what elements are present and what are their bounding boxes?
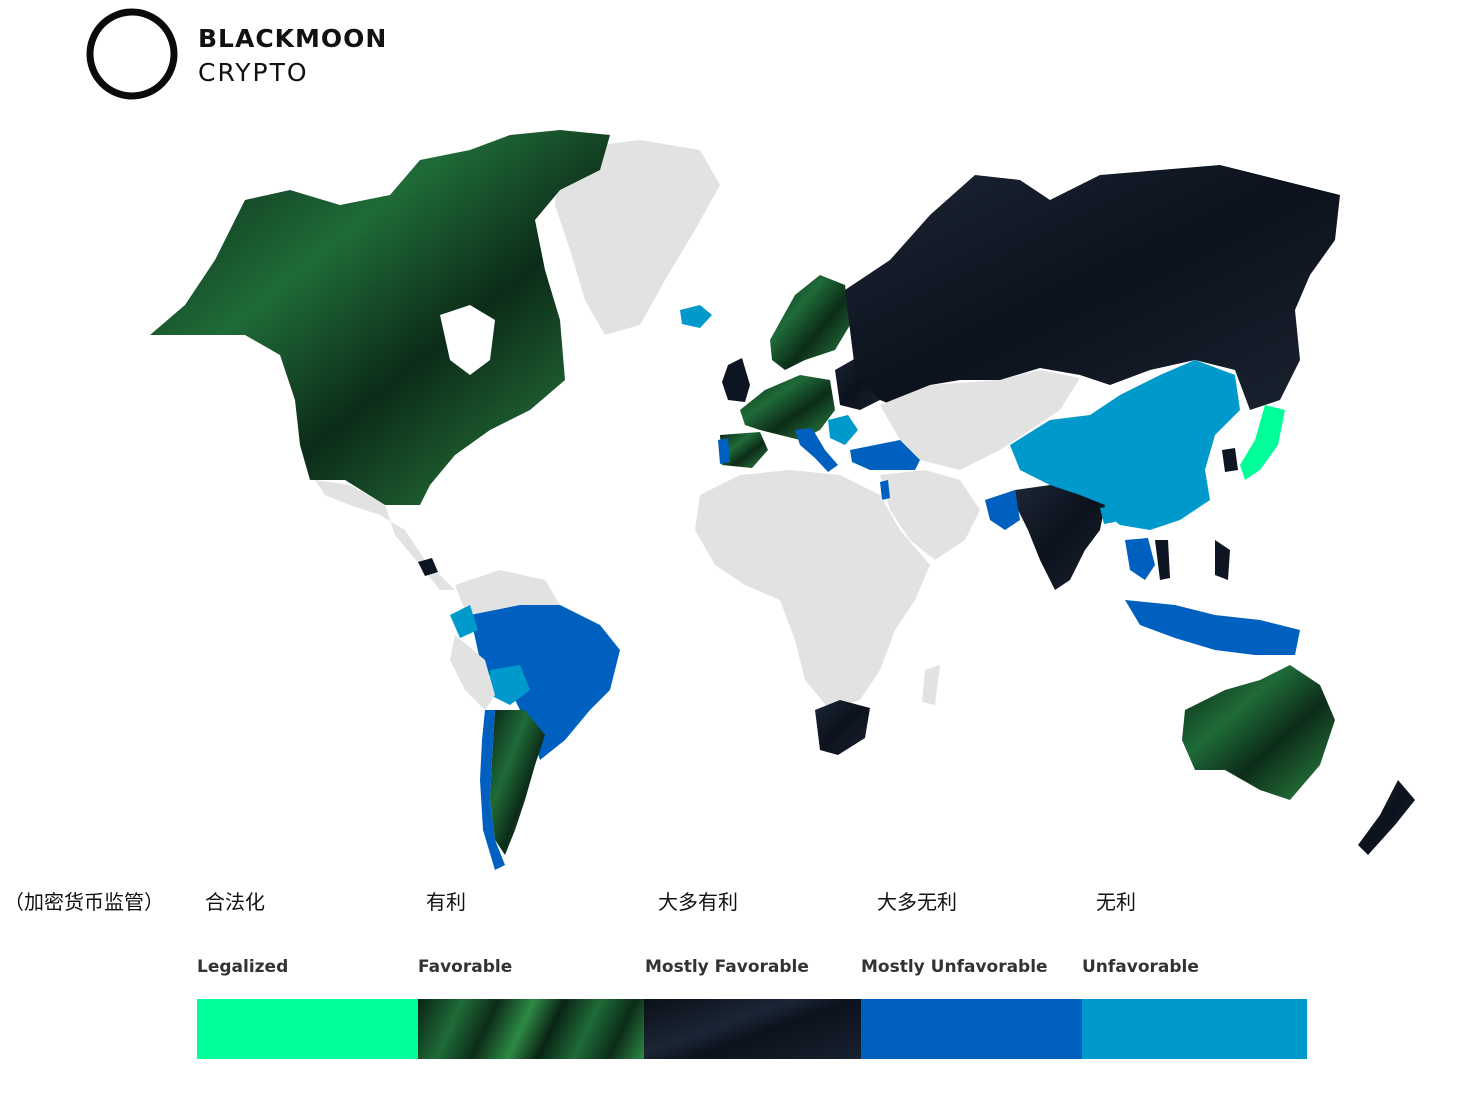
region-turkey [850,440,925,470]
region-madagascar [922,665,940,705]
region-balkans [828,415,858,445]
region-north-america [150,130,610,505]
legend-swatch-mostly-unfavorable [861,999,1082,1059]
world-map [150,130,1415,870]
caption-cn: （加密货币监管） [4,890,164,914]
region-australia [1182,665,1335,800]
region-africa [695,470,930,710]
region-central-asia [880,370,1080,470]
legend-cn-mostly-favorable: 大多有利 [658,890,738,914]
region-italy [795,428,838,472]
region-japan [1240,405,1285,480]
region-india [1015,485,1105,590]
region-bolivia [490,665,530,705]
legend-en-favorable: Favorable [418,957,513,977]
legend-swatch-mostly-favorable [644,999,861,1059]
region-scandinavia [770,275,850,370]
legend-swatch-legalized [197,999,418,1059]
region-honduras [418,558,438,576]
logo-text-blackmoon: BLACKMOON [198,24,388,53]
legend-cn-unfavorable: 无利 [1096,890,1136,914]
legend-cn-mostly-unfavorable: 大多无利 [877,890,957,914]
region-greenland [555,140,720,335]
region-indonesia [1125,600,1300,655]
legend-en-legalized: Legalized [197,957,289,977]
blackmoon-logo: BLACKMOON CRYPTO [86,8,406,104]
region-middle-east [880,470,980,560]
region-colombia [450,605,478,638]
region-hudson-bay [440,305,495,375]
legend-cn-legalized: 合法化 [205,890,265,914]
legend-en-mostly-unfavorable: Mostly Unfavorable [861,957,1048,977]
legend-color-bar [197,999,1307,1059]
region-thailand [1125,538,1155,580]
region-philippines [1215,540,1230,580]
legend-cn-favorable: 有利 [426,890,466,914]
region-western-europe [740,375,835,440]
region-iceland [680,305,712,328]
legend-en-mostly-favorable: Mostly Favorable [645,957,809,977]
region-uk [722,358,750,402]
region-israel [880,480,890,500]
region-south-africa [815,700,870,755]
region-russia [845,165,1340,410]
region-bangladesh [1100,506,1115,524]
moon-ring-icon [86,8,178,100]
logo-text-crypto: CRYPTO [198,58,309,87]
legend-swatch-unfavorable [1082,999,1307,1059]
legend-en-unfavorable: Unfavorable [1082,957,1199,977]
region-iberia [720,432,768,468]
region-portugal [718,438,730,464]
region-brazil [470,605,620,760]
region-pakistan [985,490,1020,530]
region-south-korea [1222,448,1238,472]
region-peru [450,635,495,710]
region-argentina [490,710,545,855]
region-chile [480,710,505,870]
region-vietnam [1155,540,1170,580]
region-china [1010,360,1240,530]
legend-swatch-favorable [418,999,644,1059]
region-new-zealand [1358,780,1415,855]
